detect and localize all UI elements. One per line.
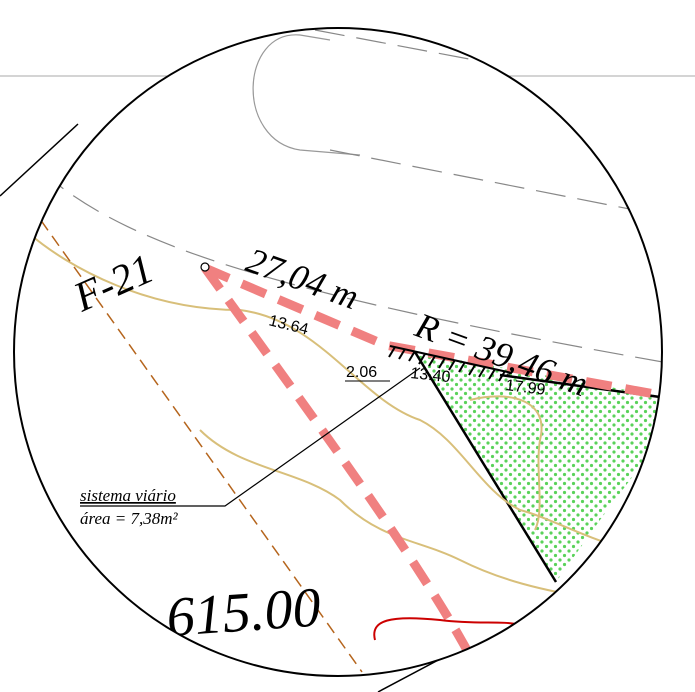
point-marker <box>200 262 210 272</box>
tangent-line <box>0 123 79 197</box>
elevation-label: 615.00 <box>165 576 323 649</box>
green-area <box>415 352 660 582</box>
boundary-dashed <box>29 204 363 673</box>
contour <box>24 229 662 561</box>
contour <box>469 395 543 531</box>
red-contour <box>373 617 521 641</box>
road-edge <box>39 169 662 366</box>
hatching <box>388 346 506 382</box>
dimension: 2.06 <box>346 364 377 381</box>
leader-line <box>80 367 421 507</box>
road-loop <box>252 34 361 156</box>
lot-boundary <box>413 351 558 583</box>
survey-line <box>203 263 661 400</box>
dimension: 13.40 <box>410 365 452 386</box>
note-area: área = 7,38m² <box>80 509 179 528</box>
survey-line <box>201 265 479 668</box>
note-title: sistema viário <box>80 486 176 505</box>
dimension: 17.99 <box>505 377 547 399</box>
detail-circle <box>13 27 663 677</box>
hatch-edge <box>389 345 513 374</box>
